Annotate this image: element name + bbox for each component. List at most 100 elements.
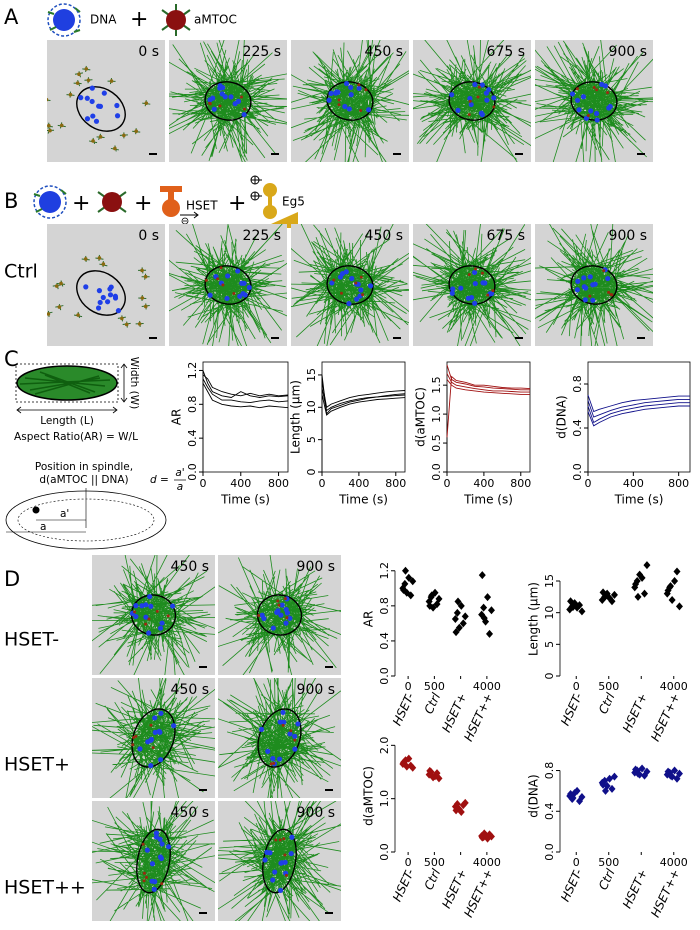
y-axis-label: Length (μm) bbox=[289, 380, 303, 454]
chromosome bbox=[157, 757, 164, 763]
chromosome bbox=[89, 85, 95, 91]
amtoc bbox=[76, 313, 80, 317]
amtoc bbox=[144, 622, 148, 626]
y-tick-label: 0.8 bbox=[378, 597, 391, 615]
series-line bbox=[446, 364, 530, 391]
data-point bbox=[569, 794, 577, 803]
chromosome bbox=[241, 111, 247, 118]
chromosome bbox=[282, 859, 288, 865]
data-point bbox=[634, 592, 642, 601]
data-point bbox=[461, 798, 469, 807]
chromosome bbox=[590, 297, 596, 303]
chromosome bbox=[100, 294, 106, 301]
chromosome bbox=[237, 293, 243, 299]
data-point bbox=[608, 597, 616, 606]
time-label: 450 s bbox=[171, 559, 209, 575]
chromosome bbox=[104, 299, 111, 305]
chromosome bbox=[228, 94, 234, 100]
diagram-label: Length (L) bbox=[40, 415, 94, 427]
chromosome bbox=[569, 91, 576, 97]
chromosome bbox=[472, 269, 478, 276]
category-label: HSET++ bbox=[648, 691, 683, 744]
amtoc bbox=[276, 599, 280, 603]
data-point bbox=[428, 771, 436, 780]
y-axis-label: AR bbox=[170, 409, 184, 426]
time-label: 675 s bbox=[487, 228, 525, 244]
series-line bbox=[587, 398, 690, 418]
chromosome bbox=[152, 715, 158, 721]
amtoc bbox=[149, 723, 153, 727]
data-point bbox=[567, 597, 575, 606]
row-label: HSET+ bbox=[4, 754, 70, 776]
amtoc-fibers bbox=[47, 99, 51, 101]
amtoc bbox=[283, 853, 287, 857]
chromosome bbox=[348, 92, 354, 98]
chromosome bbox=[607, 103, 613, 110]
chromosome bbox=[491, 95, 497, 101]
chromosome bbox=[450, 286, 456, 292]
category-number: 500 bbox=[424, 680, 445, 693]
amtoc bbox=[134, 129, 139, 134]
chromosome bbox=[467, 95, 473, 102]
chromosome bbox=[84, 95, 90, 101]
plot-frame bbox=[202, 361, 289, 473]
micrograph: 675 s bbox=[413, 224, 531, 346]
chromosome bbox=[101, 90, 107, 96]
amtoc bbox=[477, 85, 481, 89]
data-point bbox=[461, 612, 469, 621]
data-point bbox=[487, 606, 495, 615]
amtoc bbox=[332, 278, 336, 282]
y-axis-label: d(DNA) bbox=[527, 774, 541, 817]
time-label: 900 s bbox=[297, 559, 335, 575]
panel-label: D bbox=[4, 567, 20, 591]
amtoc bbox=[218, 104, 222, 108]
chromosome bbox=[292, 746, 298, 752]
y-tick-label: 0.5 bbox=[430, 434, 443, 452]
time-label: 900 s bbox=[609, 228, 647, 244]
chromosome bbox=[148, 603, 154, 609]
y-tick-label: 1.2 bbox=[378, 562, 391, 580]
amtoc bbox=[54, 284, 59, 288]
y-tick-label: 5 bbox=[305, 436, 318, 443]
series-line bbox=[321, 394, 406, 416]
amtoc bbox=[607, 290, 611, 294]
y-tick-label: 1.0 bbox=[378, 790, 391, 808]
amtoc bbox=[606, 91, 610, 95]
data-point bbox=[400, 586, 408, 595]
amtoc bbox=[284, 873, 288, 877]
micrograph: 450 s bbox=[92, 678, 215, 798]
y-axis-label: AR bbox=[362, 611, 376, 628]
chromosome bbox=[335, 89, 341, 95]
data-point bbox=[453, 608, 461, 617]
time-label: 225 s bbox=[243, 44, 281, 60]
chromosome bbox=[480, 280, 486, 286]
category-number: 0 bbox=[573, 856, 580, 869]
amtoc bbox=[609, 293, 613, 297]
chromosome bbox=[115, 308, 122, 314]
x-tick-label: 400 bbox=[348, 477, 369, 490]
chromosome bbox=[149, 861, 156, 867]
amtoc bbox=[137, 322, 142, 326]
amtoc bbox=[602, 269, 606, 273]
category-number: 4000 bbox=[660, 856, 688, 869]
amtoc bbox=[77, 72, 81, 76]
chromosome bbox=[367, 283, 374, 289]
category-number: 500 bbox=[598, 680, 619, 693]
chromosome bbox=[479, 82, 485, 88]
nucleus-outline bbox=[570, 81, 618, 121]
time-label: 450 s bbox=[365, 228, 403, 244]
nucleus-outline bbox=[448, 265, 496, 305]
chromosome bbox=[146, 630, 152, 636]
data-point bbox=[667, 771, 674, 780]
amtoc bbox=[476, 95, 480, 99]
chromosome bbox=[468, 101, 474, 108]
amtoc bbox=[120, 316, 124, 321]
y-tick-label: 0.0 bbox=[186, 463, 199, 481]
y-tick-label: 0.8 bbox=[543, 762, 556, 780]
time-label: 225 s bbox=[243, 228, 281, 244]
data-point bbox=[632, 580, 640, 589]
data-point bbox=[480, 614, 488, 623]
chromosome bbox=[349, 275, 355, 282]
y-tick-label: 0.4 bbox=[543, 803, 556, 821]
chromosome bbox=[574, 97, 581, 103]
